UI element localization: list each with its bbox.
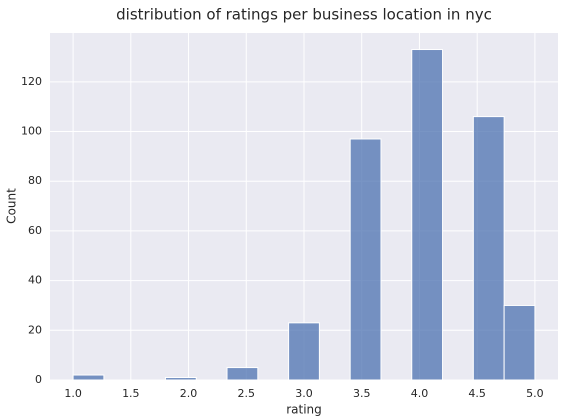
y-tick-label: 40 (28, 274, 42, 287)
bar (288, 322, 320, 381)
y-tick-label: 60 (28, 224, 42, 237)
x-tick-label: 3.5 (353, 387, 371, 400)
y-axis-label: Count (5, 188, 19, 224)
x-tick-label: 3.0 (295, 387, 313, 400)
x-tick-label: 1.0 (64, 387, 82, 400)
y-tick-label: 120 (21, 75, 42, 88)
x-tick-label: 4.5 (468, 387, 486, 400)
x-tick-label: 4.0 (411, 387, 429, 400)
x-tick-label: 2.0 (180, 387, 198, 400)
y-tick-label: 0 (35, 373, 42, 386)
x-tick-label: 2.5 (238, 387, 256, 400)
bar (164, 377, 197, 381)
bar (411, 49, 444, 381)
y-tick-label: 100 (21, 125, 42, 138)
x-tick-label: 5.0 (526, 387, 544, 400)
x-axis-label: rating (286, 403, 322, 417)
bar (503, 304, 536, 381)
chart-title: distribution of ratings per business loc… (116, 6, 492, 24)
bar (226, 367, 259, 381)
bar (72, 374, 105, 381)
x-tick-label: 1.5 (122, 387, 140, 400)
bar (349, 138, 382, 381)
y-tick-label: 20 (28, 323, 42, 336)
bar (472, 116, 505, 381)
y-tick-label: 80 (28, 174, 42, 187)
